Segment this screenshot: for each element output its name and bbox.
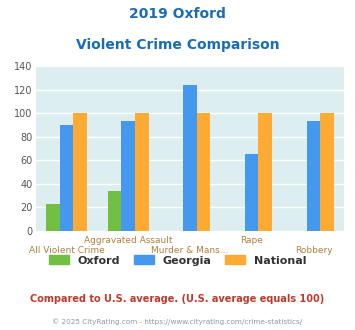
Bar <box>197 113 210 231</box>
Text: Robbery: Robbery <box>295 246 332 255</box>
Bar <box>245 154 258 231</box>
Text: Rape: Rape <box>240 236 263 245</box>
Bar <box>307 121 320 231</box>
Text: © 2025 CityRating.com - https://www.cityrating.com/crime-statistics/: © 2025 CityRating.com - https://www.city… <box>53 318 302 325</box>
Bar <box>46 204 60 231</box>
Text: Aggravated Assault: Aggravated Assault <box>84 236 173 245</box>
Bar <box>135 113 148 231</box>
Text: All Violent Crime: All Violent Crime <box>28 246 104 255</box>
Bar <box>121 121 135 231</box>
Text: Compared to U.S. average. (U.S. average equals 100): Compared to U.S. average. (U.S. average … <box>31 294 324 304</box>
Bar <box>108 191 121 231</box>
Bar <box>73 113 87 231</box>
Text: Violent Crime Comparison: Violent Crime Comparison <box>76 38 279 52</box>
Bar <box>258 113 272 231</box>
Bar <box>320 113 334 231</box>
Text: Murder & Mans...: Murder & Mans... <box>151 246 229 255</box>
Bar <box>183 85 197 231</box>
Bar <box>60 125 73 231</box>
Legend: Oxford, Georgia, National: Oxford, Georgia, National <box>44 251 311 270</box>
Text: 2019 Oxford: 2019 Oxford <box>129 7 226 20</box>
